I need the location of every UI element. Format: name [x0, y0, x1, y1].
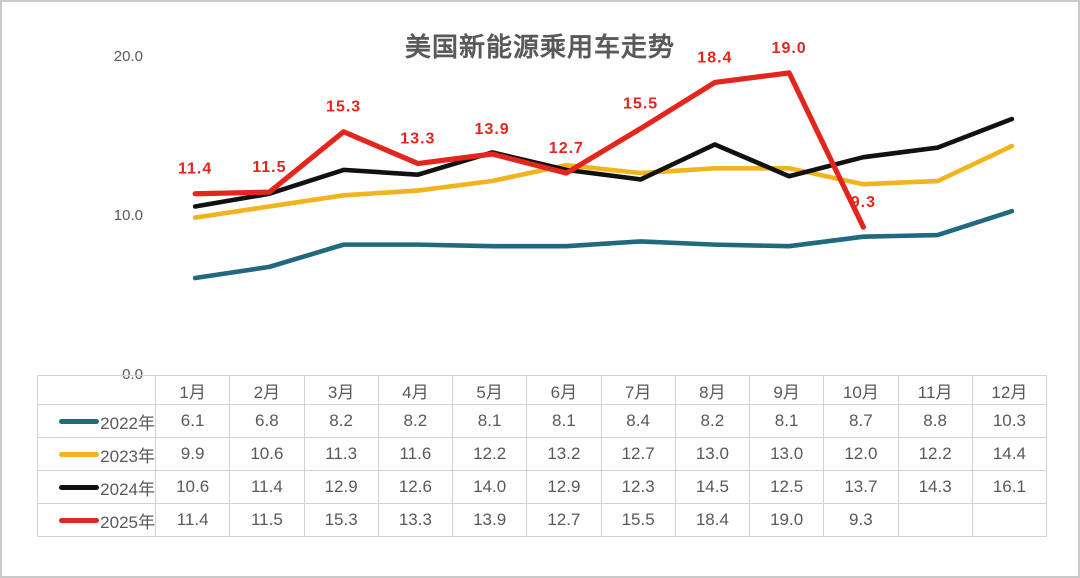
cell-2025年-7月: 15.5 — [600, 503, 676, 537]
cell-2025年-12月 — [971, 503, 1048, 537]
cell-2024年-1月: 10.6 — [154, 470, 231, 504]
y-axis-tick-20: 20.0 — [113, 48, 143, 65]
cell-2025年-9月: 19.0 — [748, 503, 825, 537]
cell-2022年-12月: 10.3 — [971, 404, 1048, 438]
row-header-2023年: 2023年 — [37, 437, 156, 471]
legend-swatch-2023年 — [59, 451, 100, 457]
year-label: 2023年 — [100, 446, 155, 466]
cell-2023年-3月: 11.3 — [303, 437, 379, 471]
year-label: 2022年 — [100, 413, 155, 433]
cell-2024年-2月: 11.4 — [229, 470, 305, 504]
cell-2024年-11月: 14.3 — [897, 470, 973, 504]
cell-2025年-3月: 15.3 — [303, 503, 379, 537]
cell-2025年-10月: 9.3 — [823, 503, 899, 537]
table-row-2022年: 2022年 6.1 6.8 8.2 8.2 8.1 8.1 8.4 8.2 8.1 8.7 8.8 10… — [37, 404, 1048, 438]
cell-2023年-10月: 12.0 — [823, 437, 899, 471]
cell-2024年-6月: 12.9 — [526, 470, 602, 504]
cell-2022年-5月: 8.1 — [451, 404, 528, 438]
legend-swatch-2025年 — [59, 517, 100, 523]
cell-2024年-5月: 14.0 — [451, 470, 528, 504]
legend-swatch-2024年 — [59, 484, 100, 490]
cell-2022年-9月: 8.1 — [748, 404, 825, 438]
cell-2023年-2月: 10.6 — [229, 437, 305, 471]
cell-2025年-2月: 11.5 — [229, 503, 305, 537]
cell-2025年-5月: 13.9 — [451, 503, 528, 537]
cell-2023年-4月: 11.6 — [377, 437, 454, 471]
cell-2025年-8月: 18.4 — [674, 503, 751, 537]
cell-2022年-11月: 8.8 — [897, 404, 973, 438]
cell-2022年-7月: 8.4 — [600, 404, 676, 438]
cell-2025年-6月: 12.7 — [526, 503, 602, 537]
series-line-2022年 — [192, 208, 1015, 281]
cell-2022年-4月: 8.2 — [377, 404, 454, 438]
row-header-2024年: 2024年 — [37, 470, 156, 504]
data-label-2025年-6月: 12.7 — [549, 140, 584, 157]
column-header-3月: 3月 — [303, 375, 379, 405]
cell-2025年-11月 — [897, 503, 973, 537]
column-header-5月: 5月 — [451, 375, 528, 405]
cell-2023年-1月: 9.9 — [154, 437, 231, 471]
year-label: 2025年 — [100, 512, 155, 532]
cell-2022年-3月: 8.2 — [303, 404, 379, 438]
data-label-2025年-4月: 13.3 — [400, 131, 435, 148]
year-label: 2024年 — [100, 479, 155, 499]
cell-2023年-11月: 12.2 — [897, 437, 973, 471]
y-axis-tick-10: 10.0 — [113, 207, 143, 224]
data-label-2025年-10月: 9.3 — [851, 194, 876, 211]
data-table: 1月 2月 3月 4月 5月 6月 7月 8月 9月 10月 11月 12月 2022年 6.1 6.8 8.… — [37, 375, 1048, 537]
cell-2022年-10月: 8.7 — [823, 404, 899, 438]
series-line-2025年 — [192, 70, 866, 230]
column-header-9月: 9月 — [748, 375, 825, 405]
cell-2024年-10月: 13.7 — [823, 470, 899, 504]
cell-2023年-6月: 13.2 — [526, 437, 602, 471]
column-header-11月: 11月 — [897, 375, 973, 405]
column-header-12月: 12月 — [971, 375, 1048, 405]
data-label-2025年-1月: 11.4 — [178, 161, 212, 178]
series-line-2023年 — [192, 143, 1015, 220]
column-header-4月: 4月 — [377, 375, 454, 405]
cell-2024年-12月: 16.1 — [971, 470, 1048, 504]
cell-2024年-9月: 12.5 — [748, 470, 825, 504]
cell-2023年-9月: 13.0 — [748, 437, 825, 471]
row-header-2025年: 2025年 — [37, 503, 156, 537]
chart-title: 美国新能源乘用车走势 — [404, 32, 675, 62]
cell-2023年-12月: 14.4 — [971, 437, 1048, 471]
cell-2024年-4月: 12.6 — [377, 470, 454, 504]
column-header-6月: 6月 — [526, 375, 602, 405]
legend-swatch-2022年 — [59, 418, 100, 424]
row-header-2022年: 2022年 — [37, 404, 156, 438]
column-header-2月: 2月 — [229, 375, 305, 405]
table-row-2023年: 2023年 9.9 10.6 11.3 11.6 12.2 13.2 12.7 13.0 13.0… — [37, 437, 1048, 471]
column-header-8月: 8月 — [674, 375, 751, 405]
column-header-10月: 10月 — [823, 375, 899, 405]
table-row-2024年: 2024年 10.6 11.4 12.9 12.6 14.0 12.9 12.3 14.5 12.… — [37, 470, 1048, 504]
cell-2022年-2月: 6.8 — [229, 404, 305, 438]
cell-2022年-8月: 8.2 — [674, 404, 751, 438]
data-label-2025年-7月: 15.5 — [623, 96, 658, 113]
table-header-row: 1月 2月 3月 4月 5月 6月 7月 8月 9月 10月 11月 12月 — [37, 375, 1048, 405]
cell-2022年-6月: 8.1 — [526, 404, 602, 438]
series-line-2024年 — [192, 116, 1015, 209]
cell-2024年-3月: 12.9 — [303, 470, 379, 504]
data-label-2025年-2月: 11.5 — [252, 159, 286, 176]
column-header-7月: 7月 — [600, 375, 676, 405]
data-label-2025年-3月: 15.3 — [326, 99, 361, 116]
cell-2025年-1月: 11.4 — [154, 503, 231, 537]
column-header-1月: 1月 — [154, 375, 231, 405]
data-label-2025年-5月: 13.9 — [475, 121, 510, 138]
table-row-2025年: 2025年 11.4 11.5 15.3 13.3 13.9 12.7 15.5 18.4 19.… — [37, 503, 1048, 537]
cell-2024年-7月: 12.3 — [600, 470, 676, 504]
cell-2024年-8月: 14.5 — [674, 470, 751, 504]
cell-2022年-1月: 6.1 — [154, 404, 231, 438]
table-corner-cell — [37, 375, 156, 405]
cell-2025年-4月: 13.3 — [377, 503, 454, 537]
cell-2023年-8月: 13.0 — [674, 437, 751, 471]
cell-2023年-5月: 12.2 — [451, 437, 528, 471]
cell-2023年-7月: 12.7 — [600, 437, 676, 471]
